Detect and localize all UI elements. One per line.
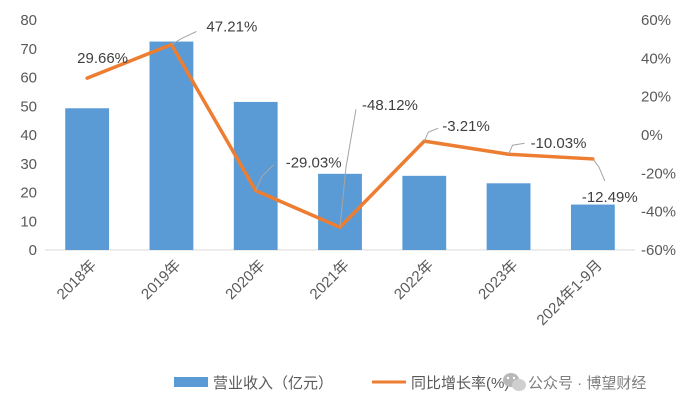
bar (570, 204, 615, 250)
watermark: 公众号 · 博望财经 (503, 373, 646, 392)
legend-swatch-bar (174, 377, 208, 387)
legend-label-bar: 营业收入（亿元） (213, 375, 333, 392)
right-axis-tick-label: 20% (641, 89, 671, 106)
right-axis-tick-label: 0% (641, 127, 663, 144)
data-label: -10.03% (531, 135, 587, 152)
bar (486, 183, 531, 250)
left-axis-tick-label: 20 (20, 185, 37, 202)
left-axis: 0 10 20 30 40 50 60 70 80 (20, 12, 37, 259)
legend: 营业收入（亿元） 同比增长率(%) (174, 375, 509, 392)
right-axis-tick-label: 60% (641, 12, 671, 29)
data-label: 29.66% (77, 50, 128, 67)
right-axis-tick-label: -60% (641, 242, 676, 259)
wechat-icon (503, 373, 526, 391)
x-axis-tick-label: 2019年 (138, 257, 184, 303)
label-leader-line (171, 31, 197, 45)
bar (149, 41, 194, 250)
label-leader-line (339, 109, 357, 228)
x-axis: 2018年 2019年 2020年 2021年 2022年 2023年 2024年1-9月 (54, 257, 606, 329)
x-axis-tick-label: 2018年 (54, 257, 100, 303)
label-leader-line (255, 164, 275, 191)
bar (233, 101, 278, 250)
data-label: -48.12% (362, 97, 418, 114)
x-axis-tick-label: 2020年 (222, 257, 268, 303)
bar (402, 175, 447, 250)
right-axis-tick-label: -20% (641, 165, 676, 182)
watermark-text: 公众号 · 博望财经 (528, 375, 646, 392)
left-axis-tick-label: 60 (20, 70, 37, 87)
left-axis-tick-label: 30 (20, 156, 37, 173)
x-axis-tick-label: 2022年 (391, 257, 437, 303)
x-axis-tick-label: 2024年1-9月 (534, 257, 606, 329)
bar (65, 108, 110, 250)
left-axis-tick-label: 70 (20, 41, 37, 58)
left-axis-tick-label: 10 (20, 213, 37, 230)
data-label: -3.21% (442, 118, 490, 135)
right-axis-tick-label: 40% (641, 50, 671, 67)
label-leader-line (508, 142, 525, 155)
left-axis-tick-label: 80 (20, 12, 37, 29)
left-axis-tick-label: 50 (20, 98, 37, 115)
x-axis-tick-label: 2021年 (307, 257, 353, 303)
data-label: 47.21% (206, 19, 257, 36)
data-label: -29.03% (286, 155, 342, 172)
label-leader-line (592, 158, 606, 182)
right-axis: -60% -40% -20% 0% 20% 40% 60% (641, 12, 676, 259)
left-axis-tick-label: 40 (20, 127, 37, 144)
line-point (85, 76, 89, 80)
x-axis-tick-label: 2023年 (475, 257, 521, 303)
left-axis-tick-label: 0 (29, 242, 37, 259)
data-label-callouts: 29.66% 47.21% -29.03% -48.12% -3.21% -10.03% -… (77, 19, 638, 228)
legend-label-line: 同比增长率(%) (411, 375, 509, 392)
data-label: -12.49% (582, 189, 638, 206)
label-leader-line (423, 127, 439, 142)
right-axis-tick-label: -40% (641, 204, 676, 221)
